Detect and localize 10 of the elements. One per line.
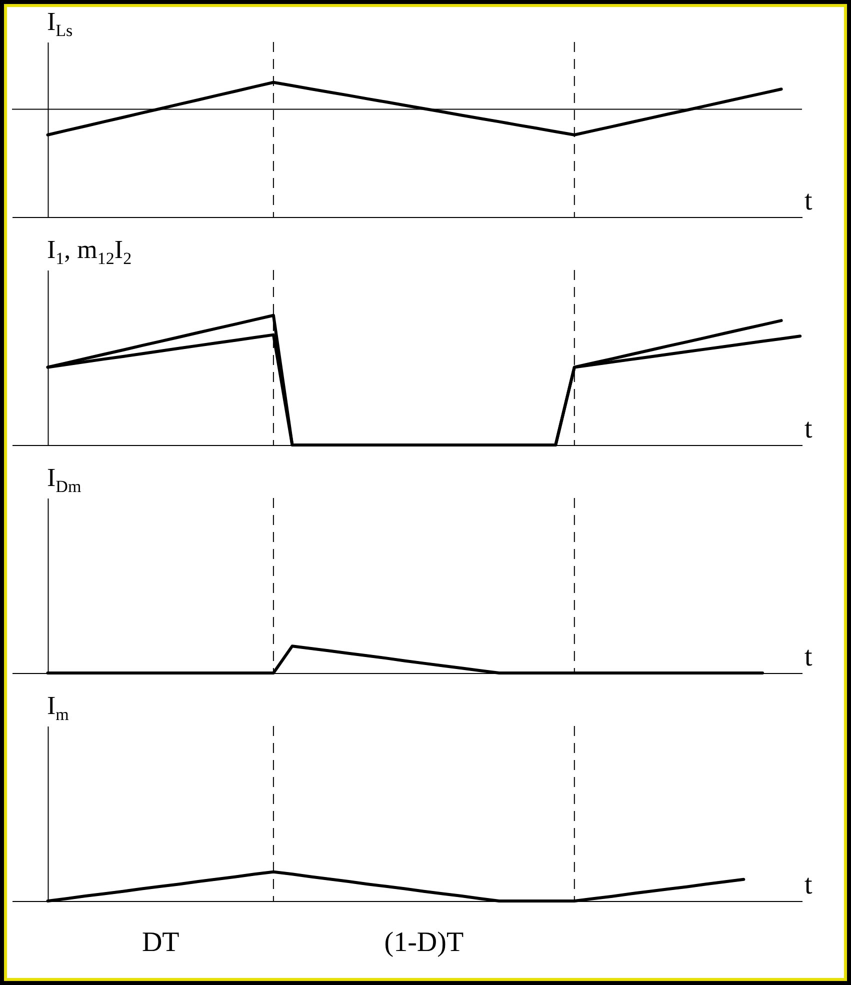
x-axis-title: t (804, 186, 812, 216)
text: (1-D)T (384, 927, 464, 958)
x-axis-title: t (804, 414, 812, 444)
y-axis-title: I$_{m}$ (47, 691, 69, 726)
y-axis-title: I$_{Ls}$ (47, 7, 73, 42)
x-axis-title: t (804, 642, 812, 672)
text: DT (142, 927, 180, 958)
x-axis-title: t (804, 870, 812, 900)
y-axis-title: I$_{1}$, m$_{12}$I$_{2}$ (47, 235, 132, 270)
y-axis-title: I$_{Dm}$ (47, 463, 82, 498)
